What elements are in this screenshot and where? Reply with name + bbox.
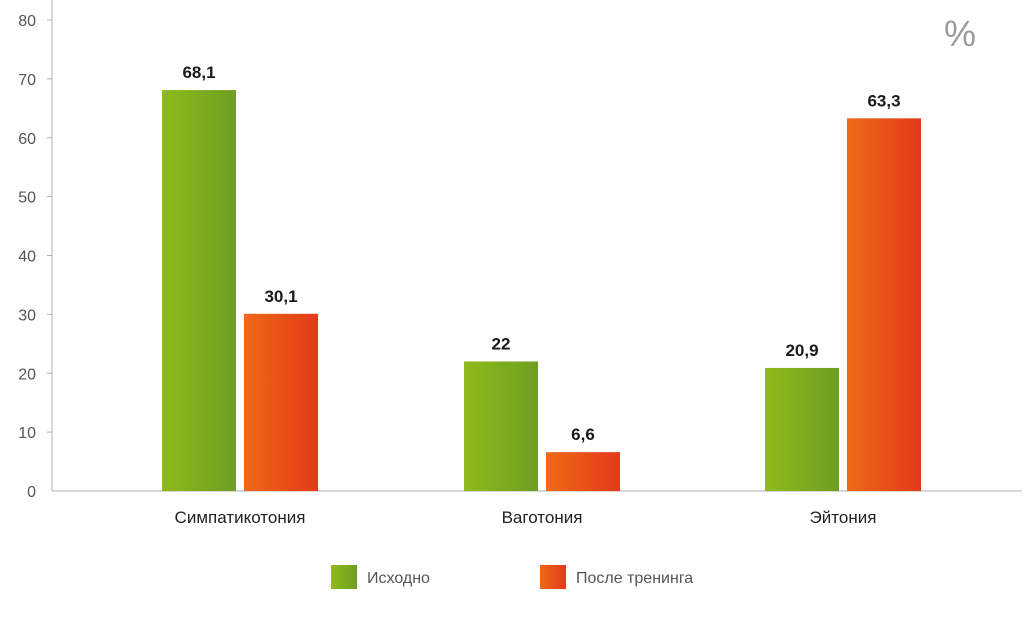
y-tick-label: 50 — [18, 190, 36, 207]
legend-label: Исходно — [367, 570, 430, 587]
bar-initial-3 — [765, 367, 839, 491]
unit-label: % — [944, 13, 976, 54]
y-tick-label: 40 — [18, 249, 36, 266]
bar-after-training-3 — [847, 118, 921, 491]
value-label: 6,6 — [571, 425, 595, 444]
y-tick-label: 80 — [18, 13, 36, 30]
bar-initial-2 — [464, 361, 538, 491]
y-tick-label: 30 — [18, 307, 36, 324]
value-label: 22 — [492, 334, 511, 353]
y-tick-label: 0 — [27, 484, 36, 501]
y-tick-label: 60 — [18, 131, 36, 148]
y-tick-label: 20 — [18, 366, 36, 383]
value-label: 20,9 — [785, 341, 818, 360]
bar-after-training-1 — [244, 313, 318, 491]
bars — [162, 90, 921, 491]
value-label: 68,1 — [182, 63, 215, 82]
y-tick-label: 10 — [18, 425, 36, 442]
value-label: 63,3 — [867, 91, 900, 110]
category-label: Симпатикотония — [175, 508, 306, 527]
legend-label: После тренинга — [576, 570, 693, 587]
bar-initial-1 — [162, 90, 236, 491]
value-labels: 68,1 30,1 22 6,6 20,9 63,3 — [182, 63, 900, 444]
legend-swatch-after-training — [540, 565, 566, 589]
category-label: Эйтония — [810, 508, 877, 527]
category-label: Ваготония — [502, 508, 583, 527]
legend: Исходно После тренинга — [331, 565, 693, 589]
value-label: 30,1 — [264, 287, 297, 306]
legend-swatch-initial — [331, 565, 357, 589]
y-tick-label: 70 — [18, 72, 36, 89]
bar-after-training-2 — [546, 452, 620, 491]
